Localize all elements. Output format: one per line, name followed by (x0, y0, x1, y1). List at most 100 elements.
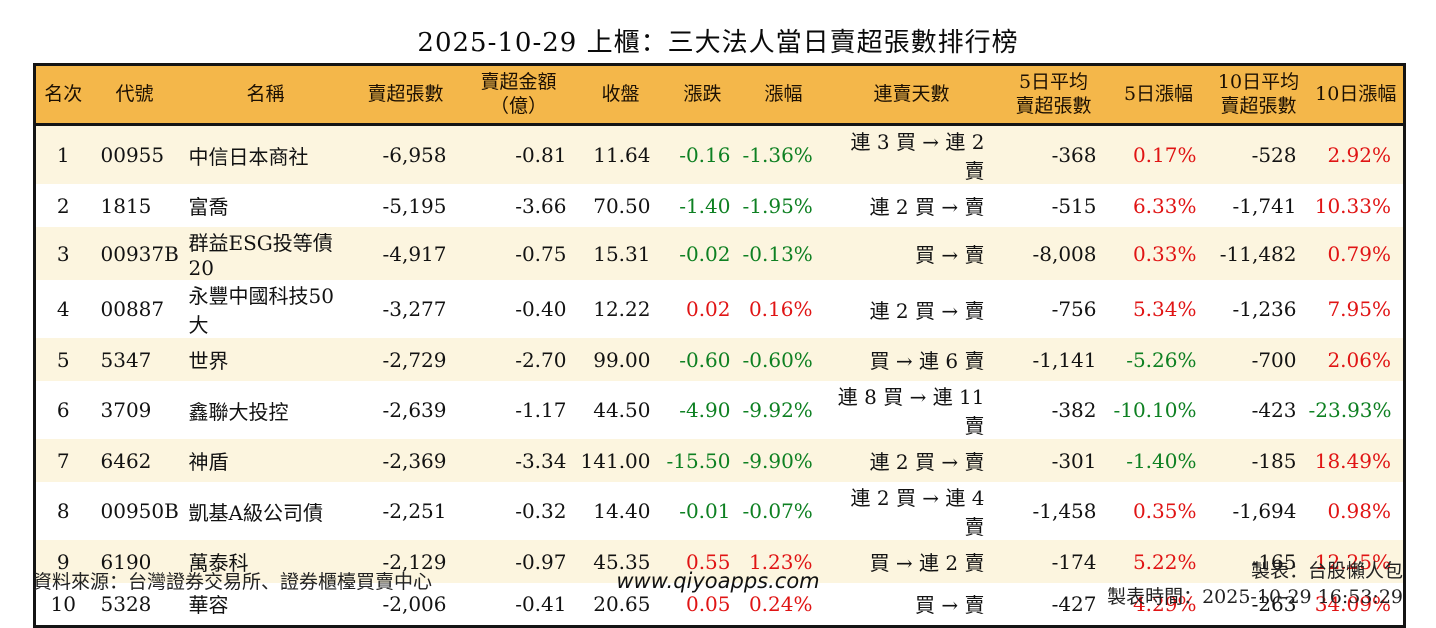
cell-name: 鑫聯大投控 (188, 399, 289, 424)
table-row: 2 1815 富喬 -5,195 -3.66 70.50 -1.40 -1.95% 連 2 買 … (34, 184, 1405, 227)
cell-rank: 2 (56, 193, 70, 218)
cell-sell-amount: -0.81 (515, 143, 567, 167)
cell-rank: 1 (56, 143, 70, 167)
cell-sell-volume: -2,639 (382, 398, 447, 422)
cell-name: 富喬 (188, 195, 229, 219)
cell-code: 00887 (100, 297, 165, 321)
credits-block: 製表：台股懶人包 製表時間：2025-10-29 16:53:29 (1107, 558, 1403, 610)
cell-name: 萬泰科 (188, 551, 249, 575)
cell-streak: 連 3 買 → 連 2 賣 (850, 130, 985, 183)
cell-close: 12.22 (593, 297, 651, 321)
cell-streak: 連 2 買 → 賣 (869, 450, 985, 474)
cell-sell-amount: -0.32 (515, 499, 567, 523)
cell-pct5: 6.33% (1132, 193, 1197, 218)
column-header-change: 漲跌 (662, 64, 743, 126)
cell-avg5: -1,141 (1032, 347, 1097, 372)
cell-close: 45.35 (593, 549, 651, 574)
cell-sell-amount: -0.97 (515, 549, 567, 574)
cell-change: -15.50 (666, 448, 731, 473)
cell-sell-volume: -3,277 (382, 297, 447, 321)
cell-avg5: -1,458 (1032, 499, 1097, 523)
cell-close: 44.50 (593, 398, 651, 422)
cell-close: 141.00 (580, 448, 651, 473)
cell-sell-amount: -0.40 (515, 297, 567, 321)
cell-change: 0.02 (685, 297, 731, 321)
cell-change: -0.01 (679, 499, 731, 523)
cell-change-pct: -0.07% (742, 499, 813, 523)
table-row: 3 00937B 群益ESG投等債20 -4,917 -0.75 15.31 -0.02 -0… (34, 227, 1405, 280)
cell-name: 永豐中國科技50大 (188, 284, 334, 337)
cell-change-pct: -0.60% (742, 347, 813, 372)
cell-avg10: -423 (1251, 398, 1297, 422)
cell-change-pct: 1.23% (748, 549, 813, 574)
cell-streak: 買 → 賣 (915, 243, 985, 267)
ranking-table: 名次 代號 名稱 賣超張數 賣超金額 （億） 收盤 漲跌 漲幅 連賣天數 5日平均 賣超張數 5日漲… (33, 63, 1406, 628)
cell-sell-volume: -5,195 (382, 193, 447, 218)
cell-code: 1815 (100, 193, 152, 218)
cell-sell-volume: -6,958 (382, 143, 447, 167)
cell-avg5: -368 (1051, 143, 1097, 167)
cell-pct10: 2.92% (1327, 143, 1391, 167)
cell-code: 5347 (100, 347, 152, 372)
cell-avg10: -528 (1251, 143, 1297, 167)
cell-avg10: -11,482 (1219, 241, 1297, 266)
cell-code: 00950B (100, 499, 179, 523)
cell-pct5: -1.40% (1126, 448, 1197, 473)
column-header-pct5: 5日漲幅 (1108, 64, 1209, 126)
cell-name: 凱基A級公司債 (188, 500, 323, 525)
cell-code: 3709 (100, 398, 152, 422)
cell-avg5: -301 (1051, 448, 1097, 473)
column-header-close: 收盤 (578, 64, 663, 126)
column-header-rank: 名次 (34, 64, 91, 126)
generated-timestamp: 製表時間：2025-10-29 16:53:29 (1107, 586, 1403, 609)
website-url: www.qiyoapps.com (616, 569, 820, 593)
cell-rank: 6 (56, 398, 70, 422)
table-row: 4 00887 永豐中國科技50大 -3,277 -0.40 12.22 0.02 0.16%… (34, 280, 1405, 338)
cell-code: 00955 (100, 143, 165, 167)
cell-change: -4.90 (679, 398, 731, 422)
cell-pct10: 0.79% (1327, 241, 1391, 266)
cell-sell-amount: -1.17 (515, 398, 567, 422)
cell-name: 神盾 (188, 450, 229, 474)
table-row: 1 00955 中信日本商社 -6,958 -0.81 11.64 -0.16 -1.36% 連… (34, 124, 1405, 184)
cell-code: 6190 (100, 549, 152, 574)
column-header-change-pct: 漲幅 (742, 64, 825, 126)
column-header-name: 名稱 (178, 64, 353, 126)
cell-rank: 7 (56, 448, 70, 473)
cell-sell-volume: -2,369 (382, 448, 447, 473)
cell-avg10: -1,741 (1232, 193, 1297, 218)
cell-streak: 連 2 買 → 賣 (869, 195, 985, 219)
data-source-note: 資料來源：台灣證券交易所、證券櫃檯買賣中心 (33, 571, 433, 593)
cell-sell-amount: -3.34 (515, 448, 567, 473)
cell-change: 0.55 (685, 549, 731, 574)
cell-pct10: 7.95% (1327, 297, 1391, 321)
cell-close: 11.64 (593, 143, 651, 167)
cell-change-pct: -9.90% (742, 448, 813, 473)
cell-pct5: 5.34% (1132, 297, 1197, 321)
cell-streak: 連 2 買 → 賣 (869, 298, 985, 323)
cell-close: 99.00 (593, 347, 651, 372)
cell-rank: 3 (56, 241, 70, 266)
cell-rank: 8 (56, 499, 70, 523)
cell-name: 中信日本商社 (188, 144, 309, 169)
cell-streak: 買 → 連 6 賣 (869, 349, 985, 373)
cell-pct5: -5.26% (1126, 347, 1197, 372)
table-row: 7 6462 神盾 -2,369 -3.34 141.00 -15.50 -9.90% 連 2 … (34, 439, 1405, 482)
cell-pct5: 0.17% (1132, 143, 1197, 167)
cell-name: 群益ESG投等債20 (188, 231, 333, 280)
table-header-row: 名次 代號 名稱 賣超張數 賣超金額 （億） 收盤 漲跌 漲幅 連賣天數 5日平均 賣超張數 5日漲… (34, 64, 1405, 126)
table-row: 9 6190 萬泰科 -2,129 -0.97 45.35 0.55 1.23% 買 → 連 2… (34, 540, 1405, 583)
cell-sell-volume: -4,917 (382, 241, 447, 266)
cell-rank: 5 (56, 347, 70, 372)
page-title: 2025-10-29 上櫃：三大法人當日賣超張數排行榜 (417, 28, 1019, 58)
cell-pct10: 10.33% (1314, 193, 1391, 218)
cell-code: 6462 (100, 448, 152, 473)
cell-sell-amount: -2.70 (515, 347, 567, 372)
cell-change-pct: -1.36% (742, 143, 813, 167)
column-header-pct10: 10日漲幅 (1308, 64, 1405, 126)
table-body: 1 00955 中信日本商社 -6,958 -0.81 11.64 -0.16 -1.36% 連… (34, 124, 1405, 626)
column-header-sell-amount: 賣超金額 （億） (458, 64, 579, 126)
cell-code: 00937B (100, 241, 179, 266)
column-header-streak: 連賣天數 (824, 64, 999, 126)
cell-streak: 連 2 買 → 連 4 賣 (850, 486, 985, 539)
